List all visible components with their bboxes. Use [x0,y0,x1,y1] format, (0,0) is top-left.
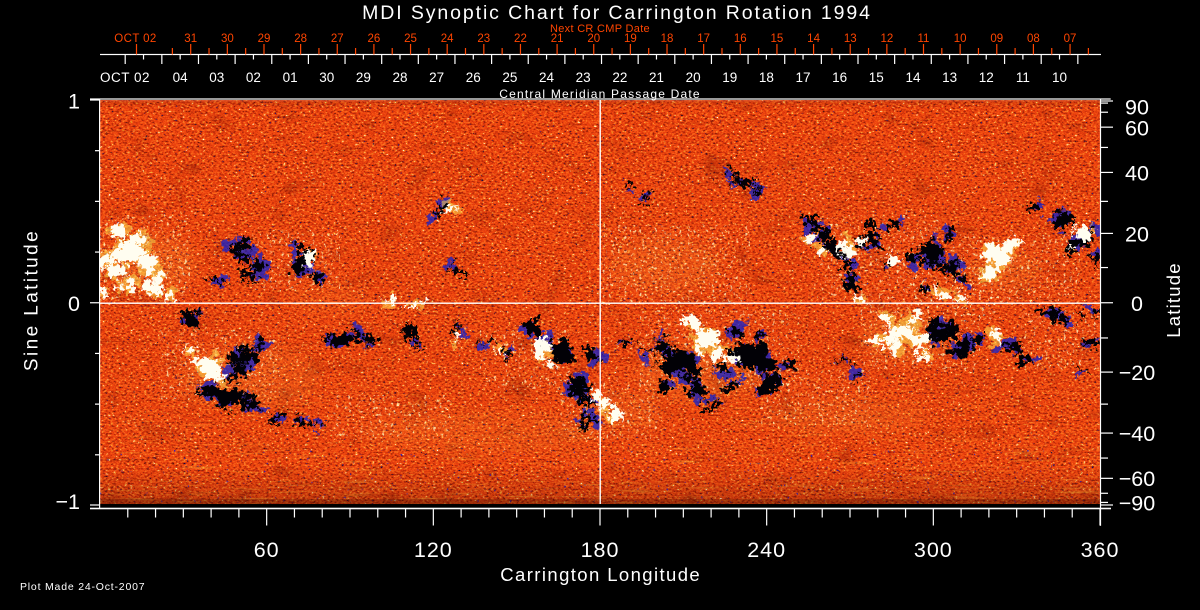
svg-text:10: 10 [1052,70,1067,85]
svg-text:11: 11 [1016,70,1030,85]
svg-text:10: 10 [954,33,967,45]
svg-text:−1: −1 [55,490,80,514]
svg-text:−20: −20 [1119,361,1156,385]
svg-text:11: 11 [918,33,930,45]
svg-text:30: 30 [319,70,334,85]
svg-text:04: 04 [173,70,189,85]
svg-text:18: 18 [759,70,774,85]
svg-text:22: 22 [514,33,527,45]
svg-text:18: 18 [661,33,674,45]
svg-text:09: 09 [990,33,1003,45]
svg-text:14: 14 [905,70,921,85]
svg-text:0: 0 [1131,292,1143,316]
svg-text:60: 60 [1125,116,1149,140]
svg-text:16: 16 [734,33,747,45]
svg-text:24: 24 [441,33,454,45]
svg-text:360: 360 [1081,538,1120,562]
svg-text:21: 21 [649,70,664,85]
svg-text:−60: −60 [1119,467,1156,491]
svg-text:180: 180 [581,538,620,562]
svg-text:28: 28 [294,33,307,45]
svg-text:240: 240 [747,538,786,562]
svg-text:30: 30 [221,33,234,45]
svg-text:90: 90 [1125,95,1149,119]
svg-text:25: 25 [404,33,417,45]
svg-text:14: 14 [807,33,820,45]
svg-text:21: 21 [551,33,564,45]
svg-text:26: 26 [466,70,481,85]
svg-text:03: 03 [209,70,224,85]
svg-text:Sine Latitude: Sine Latitude [22,229,43,371]
svg-text:−90: −90 [1119,491,1156,515]
svg-text:26: 26 [368,33,381,45]
svg-text:25: 25 [502,70,517,85]
svg-text:12: 12 [979,70,994,85]
svg-text:20: 20 [587,33,600,45]
svg-text:29: 29 [356,70,371,85]
svg-text:22: 22 [612,70,627,85]
svg-text:17: 17 [796,70,811,85]
svg-text:24: 24 [539,70,555,85]
svg-text:15: 15 [869,70,884,85]
svg-text:Next CR CMP Date: Next CR CMP Date [550,23,650,35]
svg-text:13: 13 [844,33,857,45]
svg-text:OCT 02: OCT 02 [100,70,150,85]
svg-text:29: 29 [258,33,271,45]
svg-text:40: 40 [1125,161,1149,185]
svg-text:Plot Made 24-Oct-2007: Plot Made 24-Oct-2007 [20,581,145,593]
svg-text:OCT 02: OCT 02 [114,33,156,45]
svg-text:Latitude: Latitude [1163,262,1184,337]
svg-text:60: 60 [254,538,280,562]
svg-text:23: 23 [576,70,591,85]
svg-text:120: 120 [414,538,453,562]
svg-text:31: 31 [184,33,197,45]
svg-text:MDI Synoptic Chart for Carring: MDI Synoptic Chart for Carrington Rotati… [362,2,872,24]
svg-text:07: 07 [1064,33,1077,45]
svg-text:02: 02 [246,70,261,85]
svg-text:27: 27 [331,33,344,45]
svg-text:01: 01 [283,70,298,85]
svg-text:27: 27 [429,70,444,85]
svg-text:13: 13 [942,70,957,85]
svg-text:17: 17 [697,33,710,45]
svg-text:Carrington Longitude: Carrington Longitude [500,564,701,585]
svg-text:0: 0 [68,292,80,316]
svg-text:12: 12 [880,33,893,45]
svg-text:28: 28 [392,70,407,85]
svg-text:−40: −40 [1119,422,1156,446]
svg-text:1: 1 [68,89,80,113]
svg-text:20: 20 [1125,222,1149,246]
svg-text:15: 15 [771,33,784,45]
svg-text:16: 16 [832,70,847,85]
svg-text:300: 300 [914,538,953,562]
svg-text:08: 08 [1027,33,1040,45]
svg-text:19: 19 [722,70,737,85]
svg-text:Central Meridian Passage Date: Central Meridian Passage Date [499,87,701,101]
svg-text:20: 20 [686,70,701,85]
svg-text:23: 23 [477,33,490,45]
svg-text:19: 19 [624,33,637,45]
